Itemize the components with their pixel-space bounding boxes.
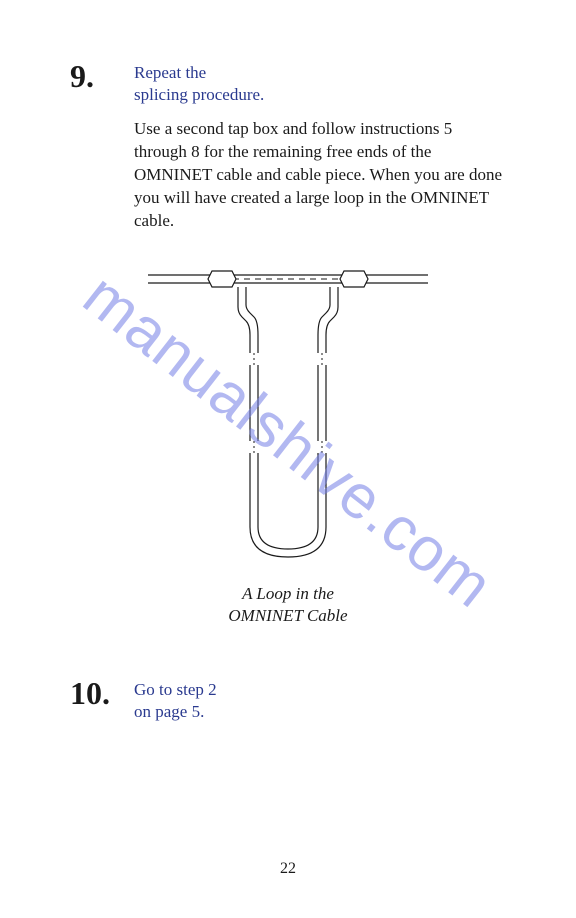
step-9-heading-line1: Repeat the: [134, 63, 206, 82]
tap-box-right: [340, 271, 368, 287]
cable-loop-svg: [138, 257, 438, 567]
tap-box-left: [208, 271, 236, 287]
step-10: 10. Go to step 2 on page 5.: [70, 677, 506, 723]
step-10-heading: Go to step 2 on page 5.: [134, 679, 217, 723]
step-9: 9. Repeat the splicing procedure.: [70, 60, 506, 106]
diagram-caption: A Loop in the OMNINET Cable: [70, 583, 506, 627]
step-10-number: 10.: [70, 677, 120, 709]
step-9-heading-line2: splicing procedure.: [134, 85, 264, 104]
caption-line1: A Loop in the: [242, 584, 334, 603]
caption-line2: OMNINET Cable: [228, 606, 347, 625]
page-number: 22: [0, 860, 576, 878]
step-9-body: Use a second tap box and follow instruct…: [134, 118, 506, 233]
step-9-number: 9.: [70, 60, 120, 92]
step-10-heading-line1: Go to step 2: [134, 680, 217, 699]
step-9-heading: Repeat the splicing procedure.: [134, 62, 264, 106]
loop-diagram: [70, 257, 506, 567]
manual-page: 9. Repeat the splicing procedure. Use a …: [0, 0, 576, 918]
step-10-heading-line2: on page 5.: [134, 702, 204, 721]
